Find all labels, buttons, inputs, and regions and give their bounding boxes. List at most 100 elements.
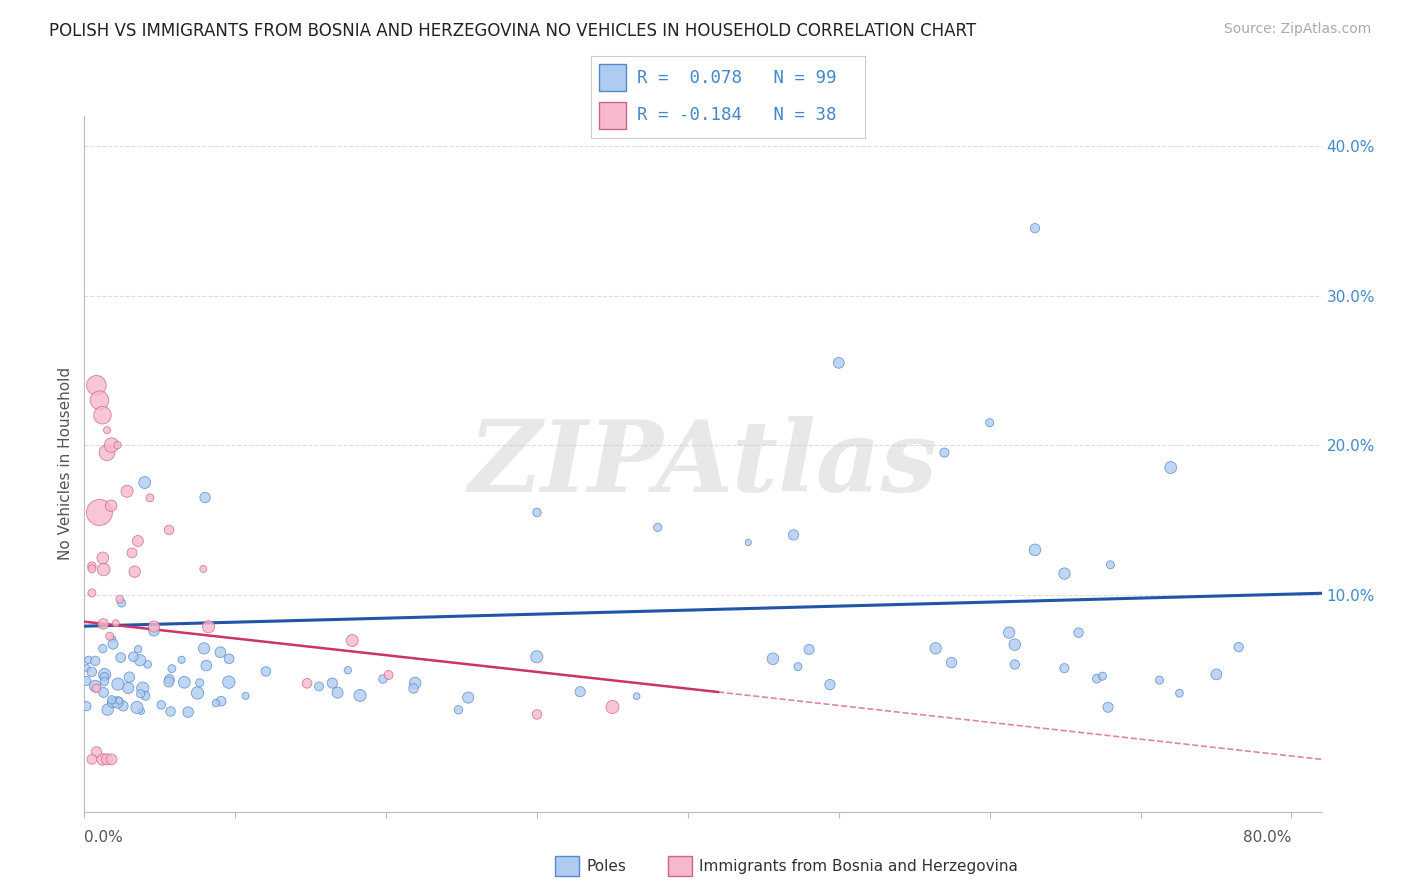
Point: [104, 616, 127, 631]
Text: R = -0.184   N = 38: R = -0.184 N = 38: [637, 106, 837, 124]
Point: [107, 438, 129, 452]
Point: [1097, 700, 1119, 714]
Point: [188, 675, 211, 690]
Point: [342, 633, 364, 648]
Point: [136, 657, 159, 672]
Point: [134, 475, 156, 490]
Point: [91, 617, 114, 632]
Point: [132, 681, 155, 696]
Point: [308, 680, 330, 694]
Point: [80, 562, 103, 576]
Point: [526, 506, 548, 520]
Point: [108, 592, 131, 607]
Point: [321, 676, 343, 690]
Point: [89, 393, 111, 408]
Point: [371, 672, 394, 686]
Point: [336, 663, 359, 677]
Point: [177, 705, 200, 719]
Point: [1067, 625, 1090, 640]
Point: [1024, 542, 1046, 557]
Point: [205, 696, 228, 710]
Point: [569, 684, 592, 698]
Point: [100, 693, 122, 707]
Point: [349, 689, 371, 703]
Point: [157, 675, 180, 690]
Point: [143, 619, 166, 633]
Point: [107, 677, 129, 691]
Point: [101, 696, 124, 710]
Point: [80, 752, 103, 766]
Point: [127, 642, 149, 657]
FancyBboxPatch shape: [599, 64, 626, 92]
Point: [127, 534, 149, 549]
Point: [1085, 672, 1108, 686]
Point: [112, 698, 135, 713]
Point: [160, 662, 183, 676]
Text: POLISH VS IMMIGRANTS FROM BOSNIA AND HERZEGOVINA NO VEHICLES IN HOUSEHOLD CORREL: POLISH VS IMMIGRANTS FROM BOSNIA AND HER…: [49, 22, 976, 40]
Point: [157, 523, 180, 537]
Point: [86, 378, 108, 392]
Point: [80, 559, 103, 574]
Point: [924, 641, 946, 656]
Point: [100, 752, 122, 766]
Point: [86, 681, 108, 696]
Text: 0.0%: 0.0%: [84, 830, 124, 845]
Point: [209, 645, 232, 659]
Point: [91, 752, 114, 766]
Point: [100, 499, 122, 513]
Point: [457, 690, 479, 705]
Point: [108, 694, 131, 708]
Point: [91, 641, 114, 656]
Point: [86, 745, 108, 759]
Point: [193, 562, 215, 576]
Point: [998, 625, 1021, 640]
Point: [129, 653, 152, 667]
Point: [96, 423, 118, 437]
Point: [93, 685, 115, 699]
Point: [117, 681, 139, 695]
Point: [124, 565, 146, 579]
Point: [797, 642, 820, 657]
Point: [159, 705, 181, 719]
Point: [93, 562, 115, 576]
Point: [159, 673, 181, 687]
Point: [96, 752, 118, 766]
Point: [118, 670, 141, 684]
Point: [121, 546, 143, 560]
Point: [1205, 667, 1227, 681]
Point: [1053, 661, 1076, 675]
Point: [218, 675, 240, 690]
Point: [1024, 221, 1046, 235]
Text: Immigrants from Bosnia and Herzegovina: Immigrants from Bosnia and Herzegovina: [699, 859, 1018, 873]
Text: 80.0%: 80.0%: [1243, 830, 1292, 845]
Point: [77, 653, 100, 667]
Text: Source: ZipAtlas.com: Source: ZipAtlas.com: [1223, 22, 1371, 37]
Point: [105, 695, 128, 709]
Point: [402, 681, 425, 696]
Point: [173, 675, 195, 690]
Point: [941, 656, 963, 670]
Point: [91, 550, 114, 565]
Text: Poles: Poles: [586, 859, 626, 873]
Point: [84, 654, 107, 668]
Point: [934, 445, 956, 459]
Point: [1227, 640, 1250, 654]
Text: R =  0.078   N = 99: R = 0.078 N = 99: [637, 69, 837, 87]
Point: [235, 689, 257, 703]
Point: [96, 445, 118, 459]
Point: [193, 641, 215, 656]
Point: [115, 484, 138, 499]
Point: [195, 658, 218, 673]
Point: [97, 703, 120, 717]
Point: [122, 649, 145, 664]
Point: [818, 678, 841, 692]
Point: [125, 700, 148, 714]
Point: [447, 703, 470, 717]
Point: [93, 667, 115, 681]
Point: [1160, 460, 1182, 475]
Point: [101, 632, 124, 646]
Text: ZIPAtlas: ZIPAtlas: [468, 416, 938, 512]
Point: [134, 689, 156, 703]
Point: [1091, 669, 1114, 683]
Point: [626, 689, 648, 703]
